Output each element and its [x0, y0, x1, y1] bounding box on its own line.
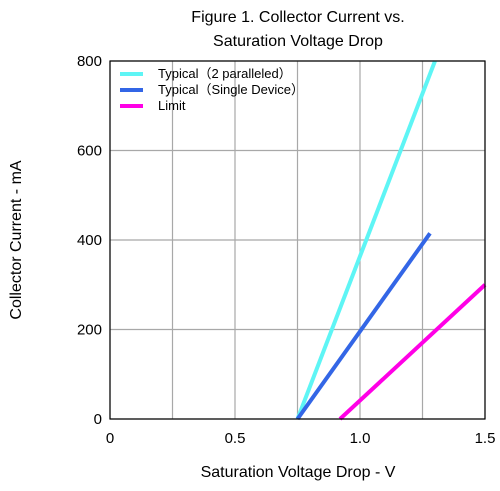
y-axis-label: Collector Current - mA	[8, 160, 25, 319]
x-tick-labels: 0 0.5 1.0 1.5	[106, 430, 496, 447]
y-tick-label: 800	[77, 53, 102, 70]
y-tick-label: 0	[94, 411, 102, 428]
legend-label-3: Limit	[158, 98, 186, 113]
x-tick-label: 0	[106, 430, 114, 447]
plot-frame	[109, 60, 486, 420]
chart-title-line2: Saturation Voltage Drop	[213, 33, 383, 50]
x-tick-label: 1.0	[350, 430, 371, 447]
series-line-2	[295, 232, 432, 421]
legend: Typical（2 paralleled）Typical（Single Devi…	[120, 66, 304, 113]
series-line-1	[295, 60, 437, 420]
y-tick-label: 200	[77, 322, 102, 339]
y-tick-labels: 0 200 400 600 800	[77, 53, 102, 428]
y-tick-label: 400	[77, 232, 102, 249]
chart-title-line1: Figure 1. Collector Current vs.	[191, 9, 404, 26]
x-tick-label: 0.5	[225, 430, 246, 447]
grid-layer	[109, 60, 486, 420]
y-tick-label: 600	[77, 143, 102, 160]
x-tick-label: 1.5	[475, 430, 496, 447]
legend-label-1: Typical（2 paralleled）	[158, 66, 292, 81]
x-axis-label: Saturation Voltage Drop - V	[201, 464, 396, 481]
series-line-3	[338, 283, 487, 421]
series-layer	[295, 60, 487, 421]
legend-label-2: Typical（Single Device）	[158, 82, 304, 97]
